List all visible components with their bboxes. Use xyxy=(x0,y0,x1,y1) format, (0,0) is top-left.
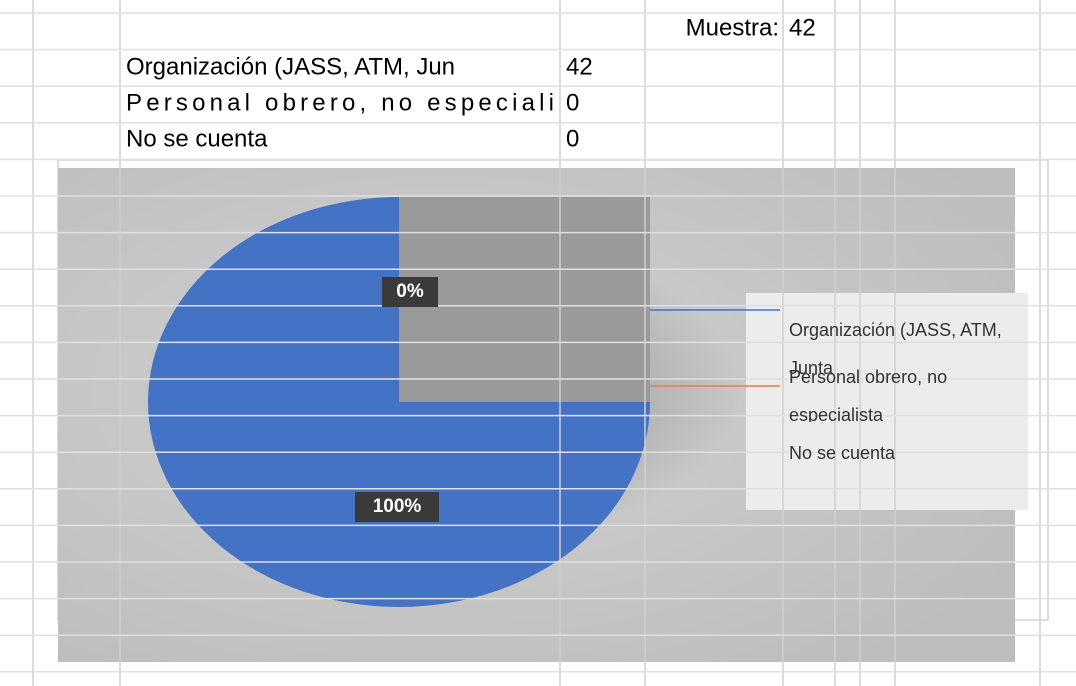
legend-box xyxy=(746,293,1028,510)
cell: 0 xyxy=(566,89,579,116)
legend-label: Organización (JASS, ATM, Junta xyxy=(789,320,1002,375)
cell: 0 xyxy=(566,125,579,152)
render-artifact xyxy=(399,197,650,402)
data-label-box xyxy=(355,492,439,522)
cell: Organización (JASS, ATM, Jun xyxy=(126,53,455,80)
legend-label: Personal obrero, no especialista xyxy=(789,367,948,422)
data-label-box xyxy=(382,277,438,307)
cell: 42 xyxy=(789,14,816,41)
cell: No se cuenta xyxy=(126,125,268,152)
legend-entry: Personal obrero, no especialista xyxy=(789,367,948,422)
cell: 42 xyxy=(566,53,593,80)
legend-label: No se cuenta xyxy=(789,443,896,463)
cell: Personal obrero, no especiali xyxy=(126,89,554,116)
cell: Muestra: xyxy=(686,14,779,41)
legend-entry: Organización (JASS, ATM, Junta xyxy=(789,320,1002,375)
data-label: 100% xyxy=(373,496,422,517)
data-label: 0% xyxy=(396,281,424,302)
overlay: 100%0%0%Organización (JASS, ATM, JuntaPe… xyxy=(126,14,1002,522)
legend-entry: No se cuenta xyxy=(789,443,896,463)
